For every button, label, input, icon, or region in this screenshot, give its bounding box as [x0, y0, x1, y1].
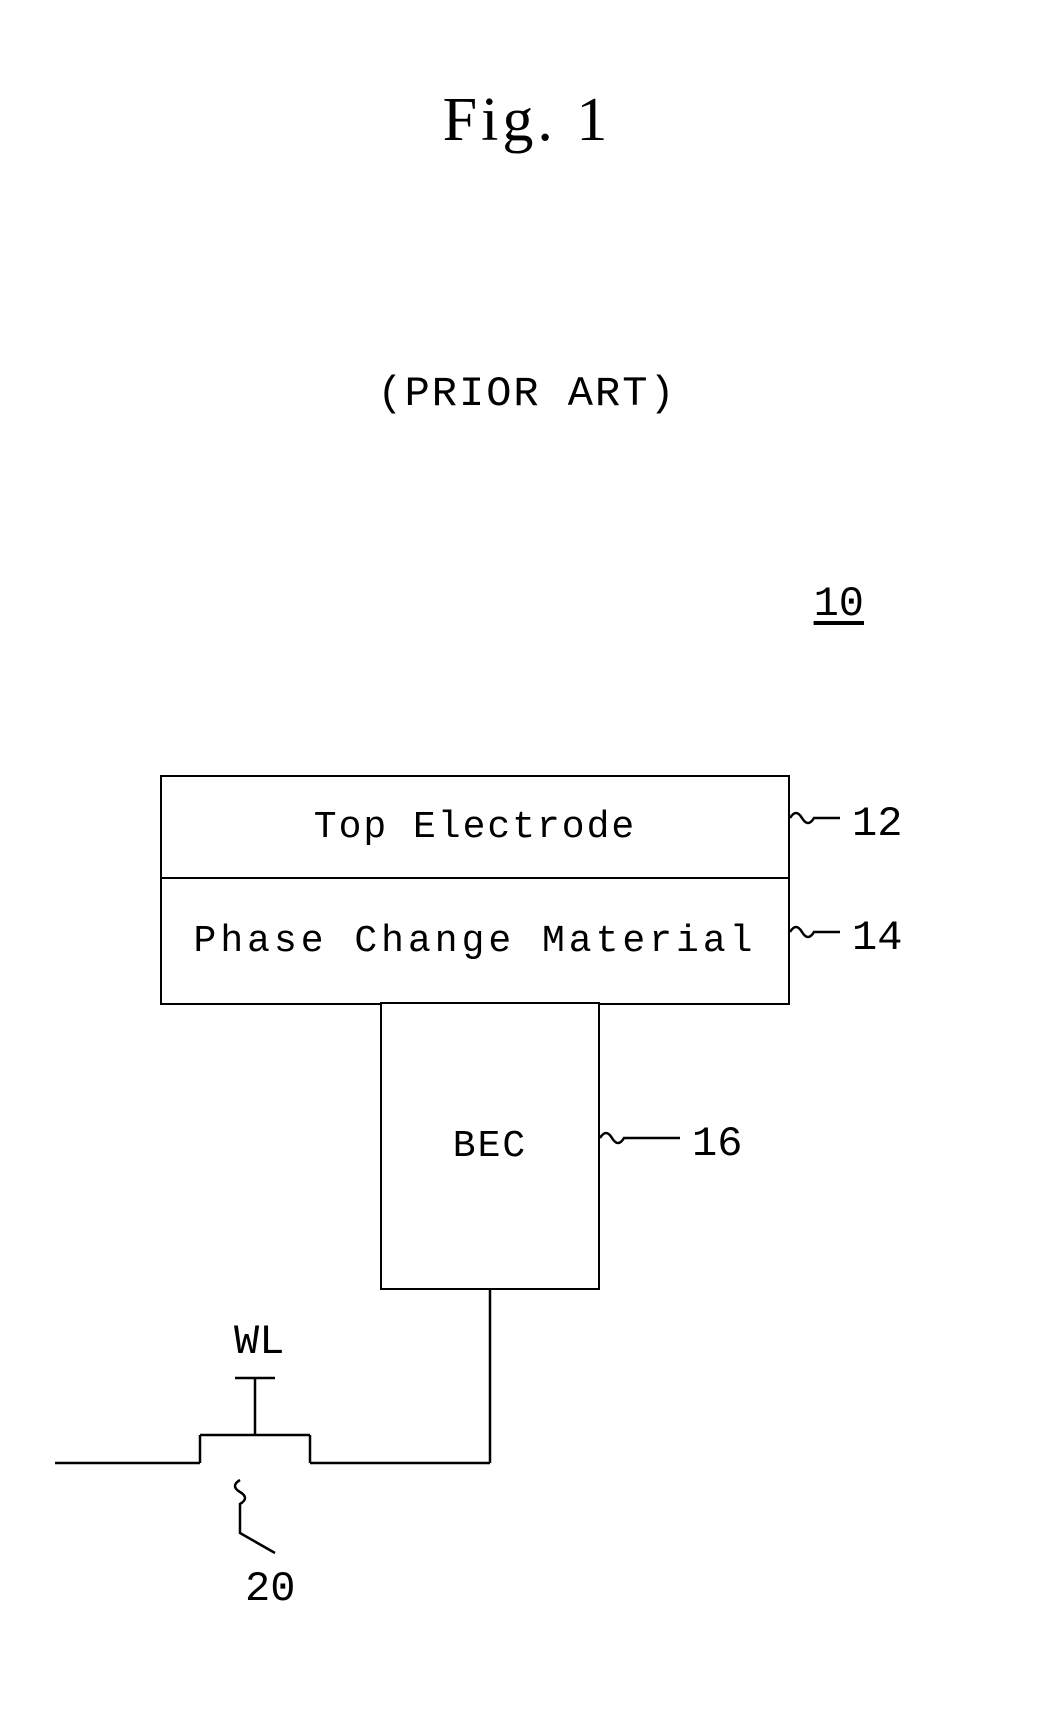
- phase-change-block: Phase Change Material: [160, 877, 790, 1005]
- leader-12: [788, 808, 848, 848]
- prior-art-label: (PRIOR ART): [377, 370, 676, 418]
- leader-14: [788, 922, 848, 962]
- transistor-schematic: [50, 1285, 510, 1495]
- leader-20: [225, 1478, 285, 1558]
- ref-16: 16: [692, 1120, 742, 1168]
- top-electrode-label: Top Electrode: [314, 806, 636, 849]
- leader-16: [598, 1128, 688, 1168]
- ref-12: 12: [852, 800, 902, 848]
- top-electrode-block: Top Electrode: [160, 775, 790, 880]
- bec-block: BEC: [380, 1002, 600, 1290]
- assembly-reference: 10: [814, 580, 864, 628]
- ref-20: 20: [245, 1565, 295, 1613]
- ref-14: 14: [852, 914, 902, 962]
- figure-title: Fig. 1: [443, 85, 612, 156]
- bec-label: BEC: [453, 1125, 527, 1168]
- phase-change-label: Phase Change Material: [194, 920, 757, 963]
